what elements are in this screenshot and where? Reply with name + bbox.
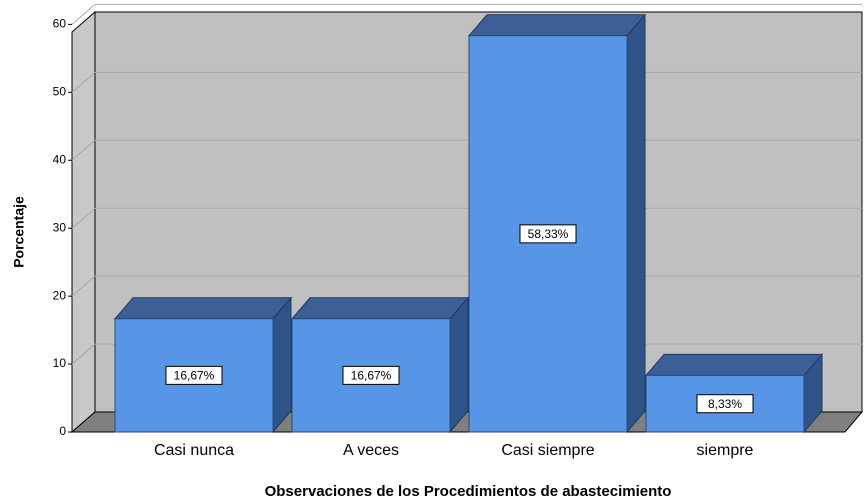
x-tick-label: Casi siempre <box>501 442 594 459</box>
grid-line <box>71 71 96 93</box>
value-label-box <box>342 365 400 385</box>
y-tick-label: 60 <box>53 17 67 31</box>
value-label: 16,67% <box>174 369 215 383</box>
grid-line <box>71 275 96 297</box>
value-label-box <box>165 365 223 385</box>
value-label: 8,33% <box>708 397 742 411</box>
y-tick-label: 10 <box>53 356 67 370</box>
y-tick-label: 50 <box>53 84 67 98</box>
bar-side <box>449 296 469 434</box>
value-label: 16,67% <box>351 369 392 383</box>
bar-side <box>626 13 646 434</box>
value-label-box <box>696 394 754 414</box>
y-tick-label: 40 <box>53 152 67 166</box>
grid-line <box>71 207 96 229</box>
value-label-box <box>519 224 577 244</box>
x-tick-label: A veces <box>343 442 399 459</box>
bar-top <box>467 14 647 37</box>
bar-top <box>113 297 293 320</box>
y-tick-label: 20 <box>53 288 67 302</box>
y-tick-label: 0 <box>59 424 66 438</box>
y-axis-title: Porcentaje <box>11 196 27 268</box>
grid-line <box>71 139 96 161</box>
bar-side <box>272 296 292 434</box>
grid-line <box>71 343 96 365</box>
x-axis-title: Observaciones de los Procedimientos de a… <box>265 483 672 500</box>
bar-top <box>644 353 824 376</box>
y-tick-label: 30 <box>53 220 67 234</box>
grid-line <box>71 4 96 25</box>
x-tick-label: siempre <box>697 442 754 459</box>
bar-top <box>290 297 470 320</box>
value-label: 58,33% <box>528 227 569 241</box>
x-tick-label: Casi nunca <box>154 442 234 459</box>
